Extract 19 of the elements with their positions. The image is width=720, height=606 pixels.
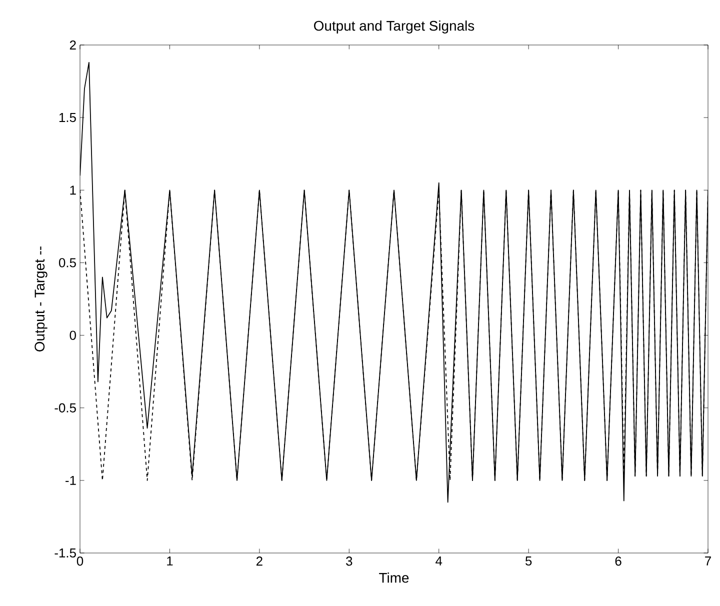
y-tick-label: 1 bbox=[70, 186, 76, 195]
y-tick-label: -1.5 bbox=[54, 548, 76, 558]
x-tick-label: 4 bbox=[436, 556, 442, 566]
y-tick-label: 2 bbox=[70, 40, 76, 50]
y-tick-label: -0.5 bbox=[54, 403, 76, 412]
y-tick-label: 0 bbox=[70, 330, 76, 340]
y-axis-title: Output - Target -- bbox=[34, 246, 48, 352]
x-tick-label: 3 bbox=[346, 556, 352, 566]
chart-title: Output and Target Signals bbox=[314, 20, 474, 34]
y-tick-label: 1.5 bbox=[59, 113, 76, 122]
y-tick-label: -1 bbox=[66, 476, 76, 485]
x-tick-label: 2 bbox=[256, 556, 262, 566]
x-tick-label: 7 bbox=[705, 556, 711, 566]
x-axis-title: Time bbox=[379, 572, 409, 583]
x-tick-label: 1 bbox=[167, 556, 173, 566]
x-tick-label: 6 bbox=[615, 556, 622, 566]
x-tick-label: 5 bbox=[525, 556, 532, 566]
x-tick-label: 0 bbox=[76, 556, 84, 566]
y-tick-label: 0.5 bbox=[58, 258, 76, 268]
